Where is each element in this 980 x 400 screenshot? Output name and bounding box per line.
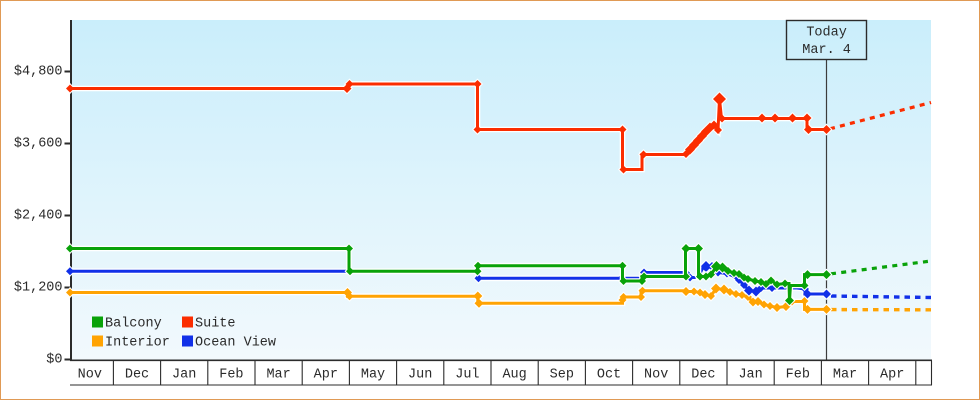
svg-text:Jun: Jun	[408, 368, 432, 383]
svg-text:Nov: Nov	[78, 368, 102, 383]
svg-text:Aug: Aug	[502, 368, 526, 383]
svg-text:Oct: Oct	[597, 368, 621, 383]
svg-text:$2,400: $2,400	[14, 208, 63, 223]
svg-text:Mar: Mar	[266, 368, 290, 383]
svg-text:Jan: Jan	[738, 368, 762, 383]
svg-text:Jan: Jan	[172, 368, 196, 383]
svg-text:Today: Today	[806, 26, 847, 41]
svg-text:$3,600: $3,600	[14, 136, 63, 151]
svg-text:$0: $0	[46, 352, 62, 367]
svg-text:Feb: Feb	[786, 368, 810, 383]
svg-text:Jul: Jul	[455, 368, 479, 383]
svg-text:Apr: Apr	[880, 368, 904, 383]
svg-text:Mar. 4: Mar. 4	[802, 43, 851, 58]
svg-text:$4,800: $4,800	[14, 64, 63, 79]
svg-text:May: May	[361, 368, 385, 383]
svg-text:Feb: Feb	[219, 368, 243, 383]
svg-text:Sep: Sep	[550, 368, 574, 383]
svg-text:Mar: Mar	[833, 368, 857, 383]
svg-text:Dec: Dec	[125, 368, 149, 383]
svg-text:Suite: Suite	[195, 317, 236, 332]
svg-text:Apr: Apr	[314, 368, 338, 383]
svg-text:Ocean View: Ocean View	[195, 336, 276, 351]
svg-text:Dec: Dec	[691, 368, 715, 383]
svg-text:$1,200: $1,200	[14, 280, 63, 295]
svg-text:Balcony: Balcony	[105, 317, 162, 332]
svg-text:Nov: Nov	[644, 368, 668, 383]
svg-text:Interior: Interior	[105, 336, 170, 351]
